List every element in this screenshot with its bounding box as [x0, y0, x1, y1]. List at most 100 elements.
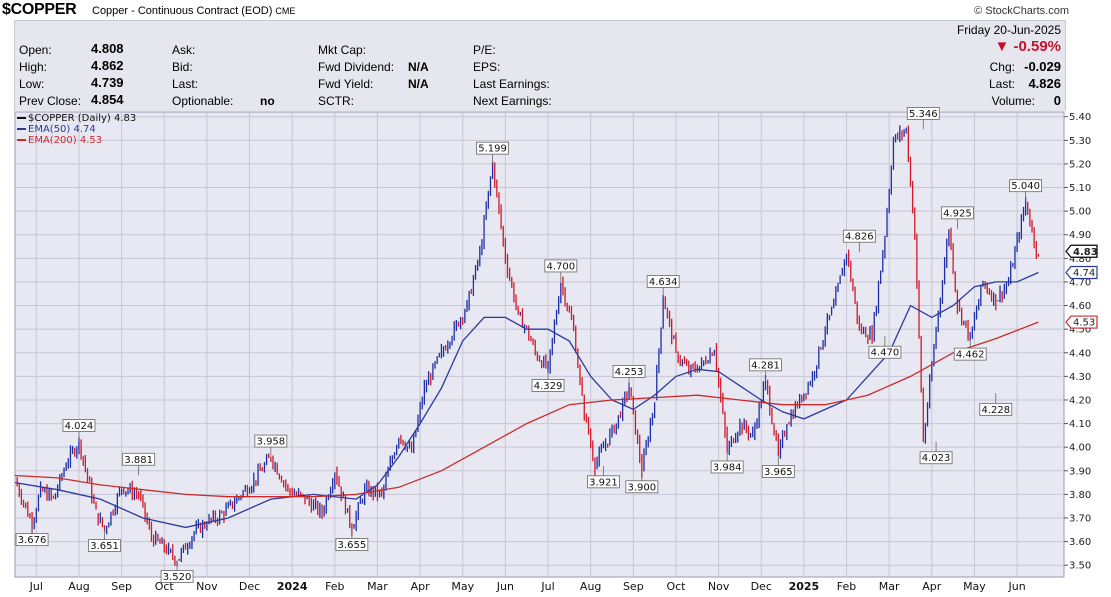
y-tick-label: 5.20 [1069, 159, 1091, 170]
x-tick-label: Jul [29, 580, 43, 593]
right-value-marker [1065, 265, 1098, 280]
last-value: 4.826 [1028, 76, 1061, 91]
x-tick-label: Apr [922, 580, 942, 593]
callout-box [761, 465, 795, 478]
callout-box [160, 570, 194, 583]
x-tick-label: Feb [325, 580, 344, 593]
callout-box [940, 206, 974, 220]
x-tick-label: Sep [111, 580, 132, 593]
optionable-value: no [260, 94, 275, 108]
chg-value: -0.029 [1024, 59, 1061, 74]
callout-label: 3.921 [589, 477, 618, 488]
y-tick-label: 4.30 [1069, 372, 1091, 383]
open-label: Open: [19, 43, 52, 57]
high-value: 4.862 [91, 58, 124, 73]
fwd-dividend-value: N/A [408, 60, 429, 74]
callout-label: 3.958 [257, 437, 286, 448]
callout-box [612, 365, 646, 378]
callout-label: 3.881 [124, 455, 153, 466]
y-tick-label: 4.10 [1069, 419, 1091, 430]
last-field-label: Last: [172, 77, 199, 91]
x-tick-label: Sep [623, 580, 644, 593]
callout-box [906, 107, 940, 120]
x-tick-label: Oct [155, 580, 175, 593]
callout-label: 4.023 [922, 453, 951, 464]
callout-box [62, 419, 96, 432]
callout-box [953, 347, 987, 361]
ema200-line [14, 321, 1039, 498]
callout-box [842, 229, 876, 243]
sctr-label: SCTR: [318, 94, 354, 108]
y-tick-label: 3.80 [1069, 490, 1091, 501]
callout-label: 3.900 [628, 482, 657, 493]
volume-label: Volume: [991, 94, 1035, 108]
callout-label: 3.651 [90, 541, 119, 552]
low-value: 4.739 [91, 75, 124, 90]
fwd-yield-value: N/A [408, 77, 429, 91]
legend-entry: EMA(200) 4.53 [28, 135, 102, 146]
y-tick-label: 4.00 [1069, 443, 1091, 454]
quote-panel: Open: 4.808 High: 4.862 Low: 4.739 Prev … [14, 20, 1066, 111]
x-tick-label: Oct [666, 580, 686, 593]
callout-label: 3.520 [163, 572, 192, 583]
callout-label: 4.634 [649, 277, 678, 288]
y-tick-label: 4.90 [1069, 230, 1091, 241]
right-value-marker [1065, 244, 1098, 258]
plot-area [14, 111, 1065, 578]
y-tick-label: 3.70 [1069, 513, 1091, 524]
x-tick-label: Nov [708, 580, 730, 593]
callout-box [587, 475, 620, 489]
callout-box [531, 379, 565, 392]
callout-label: 4.470 [871, 348, 900, 359]
y-tick-label: 4.40 [1069, 348, 1091, 359]
callout-box [625, 480, 659, 494]
header-bar: $COPPER Copper - Continuous Contract (EO… [0, 0, 1111, 20]
callout-box [476, 141, 509, 155]
change-percent: ▼ -0.59% [994, 38, 1061, 55]
y-tick-label: 3.90 [1069, 466, 1091, 477]
callout-box [646, 275, 680, 288]
pe-label: P/E: [473, 43, 496, 57]
mkt-cap-label: Mkt Cap: [318, 43, 367, 57]
fwd-dividend-label: Fwd Dividend: [318, 60, 395, 74]
open-value: 4.808 [91, 41, 124, 56]
x-tick-label: Nov [196, 580, 218, 593]
x-tick-label: Aug [580, 580, 601, 593]
callout-label: 3.965 [764, 467, 793, 478]
x-tick-label: May [963, 580, 986, 593]
callout-label: 5.199 [478, 144, 507, 155]
last-earnings-label: Last Earnings: [473, 77, 550, 91]
x-tick-label: Aug [68, 580, 89, 593]
y-tick-label: 4.60 [1069, 301, 1091, 312]
callout-box [254, 434, 288, 448]
legend-entry: $COPPER (Daily) 4.83 [28, 113, 136, 124]
callout-box [544, 259, 578, 273]
x-tick-label: Dec [751, 580, 772, 593]
callout-label: 4.826 [845, 232, 874, 243]
x-tick-label: 2024 [277, 580, 308, 593]
right-value-label: 4.83 [1073, 247, 1098, 258]
x-tick-label: Mar [879, 580, 900, 593]
callout-label: 4.462 [956, 350, 985, 361]
callout-label: 4.329 [534, 381, 563, 392]
right-value-marker [1065, 315, 1098, 329]
right-value-label: 4.74 [1073, 268, 1095, 279]
callout-label: 3.676 [18, 535, 47, 546]
callout-label: 5.346 [909, 109, 938, 120]
low-label: Low: [19, 77, 45, 91]
callout-box [919, 451, 953, 465]
bid-label: Bid: [172, 60, 193, 74]
callout-box [868, 345, 902, 359]
callout-box [710, 460, 744, 474]
x-tick-label: Jun [1007, 580, 1025, 593]
callout-box [88, 539, 121, 552]
callout-box [122, 452, 156, 466]
y-tick-label: 5.30 [1069, 136, 1091, 147]
callout-label: 3.655 [338, 540, 367, 551]
y-tick-label: 3.60 [1069, 537, 1091, 548]
callout-label: 3.984 [713, 462, 742, 473]
eps-label: EPS: [473, 60, 501, 74]
y-tick-label: 5.10 [1069, 183, 1091, 194]
